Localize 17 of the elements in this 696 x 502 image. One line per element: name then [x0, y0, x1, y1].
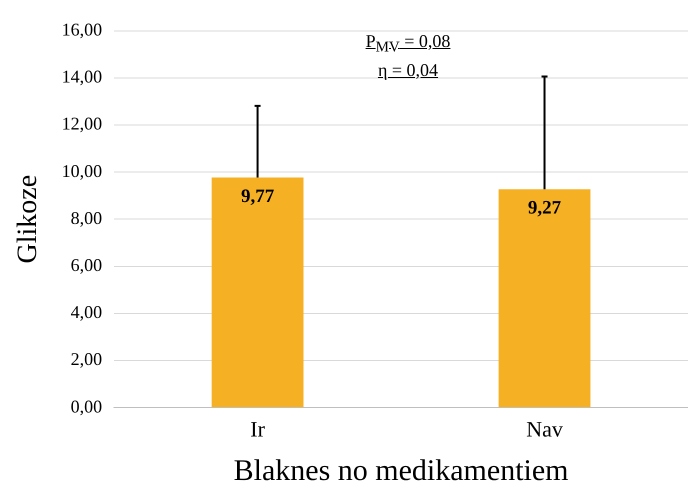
y-tick-label: 10,00	[62, 160, 102, 181]
y-tick-label: 14,00	[62, 66, 102, 87]
y-tick-label: 8,00	[70, 208, 102, 228]
data-label: 9,27	[528, 198, 562, 219]
y-tick-label: 12,00	[62, 114, 102, 134]
x-axis-title: Blaknes no medikamentiem	[234, 454, 569, 487]
x-tick-label: Nav	[526, 416, 563, 442]
y-tick-label: 2,00	[70, 349, 102, 370]
x-tick-label: Ir	[250, 416, 266, 442]
data-label: 9,77	[240, 186, 275, 207]
y-axis-title: Glikoze	[12, 174, 44, 264]
annotation: η = 0,04	[378, 60, 438, 80]
y-tick-label: 16,00	[62, 20, 102, 40]
y-tick-label: 4,00	[70, 302, 102, 322]
y-tick-label: 6,00	[70, 255, 102, 276]
y-tick-label: 0,00	[70, 396, 102, 416]
annotation: P$_{MV}$ = 0,08	[366, 31, 450, 56]
